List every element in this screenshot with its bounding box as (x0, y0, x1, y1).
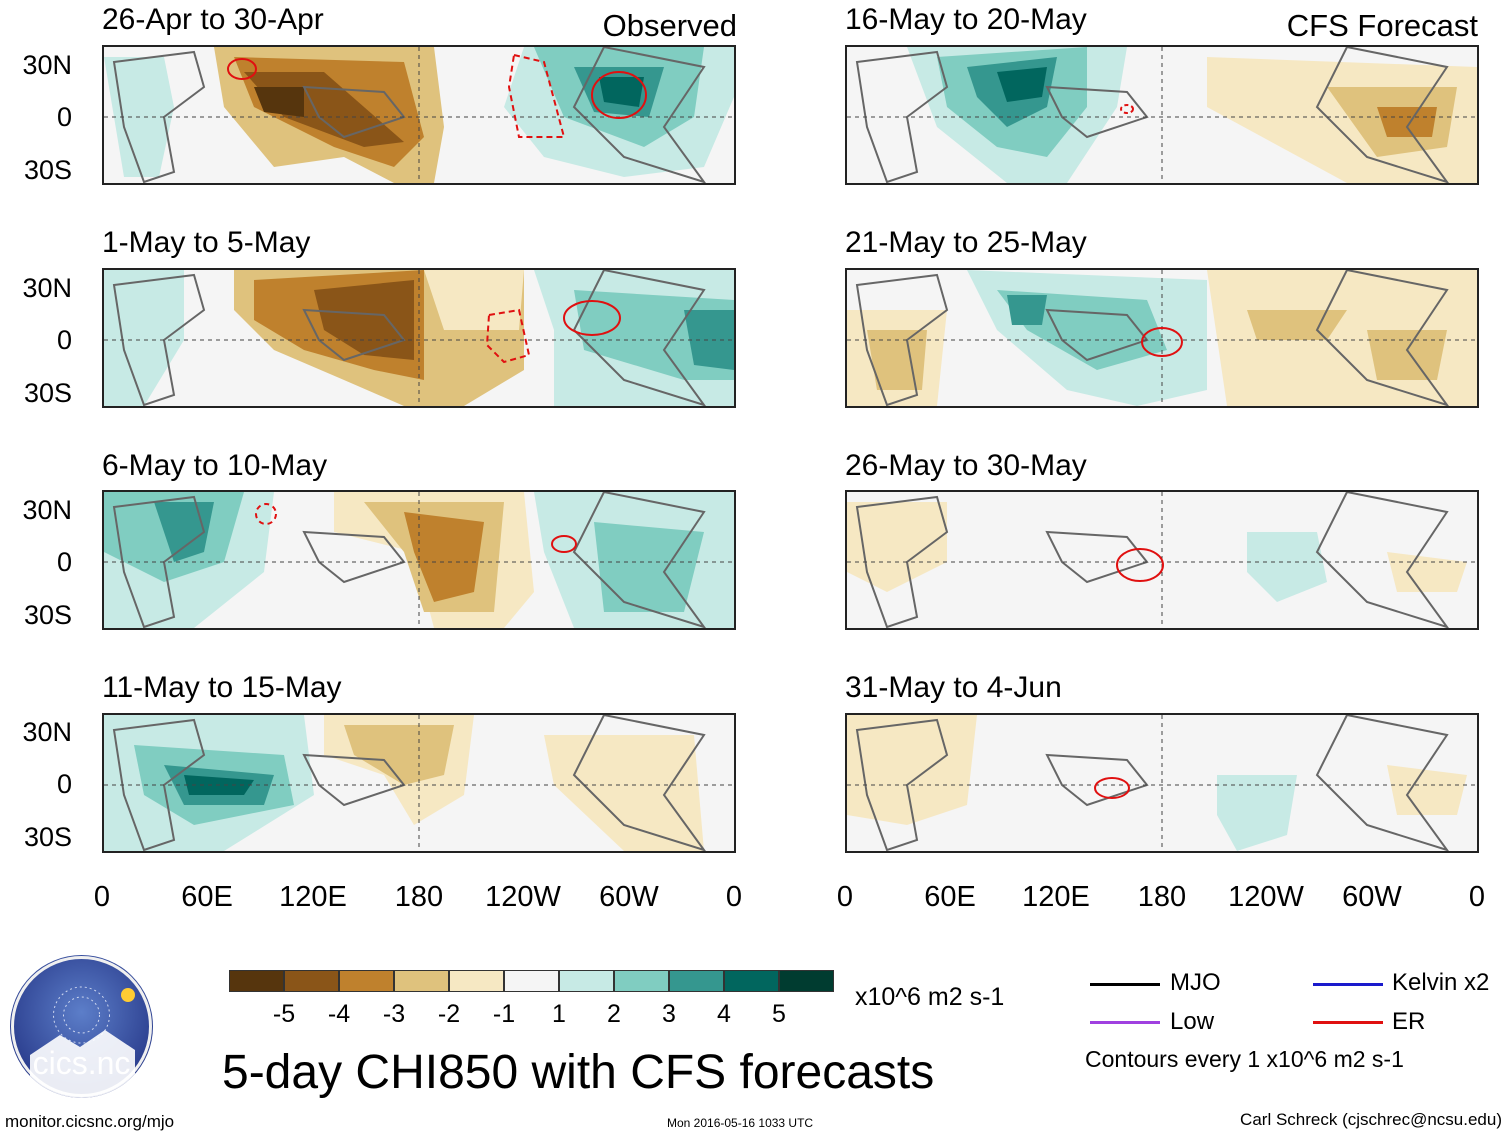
colorbar-label: -5 (272, 1000, 296, 1028)
lat-label: 30N (22, 495, 72, 525)
legend-label: ER (1392, 1008, 1426, 1035)
lon-label: 0 (836, 881, 854, 913)
lon-label: 0 (725, 881, 743, 913)
colorbar-bin (559, 970, 614, 992)
lon-label: 120E (279, 881, 347, 913)
lon-label: 180 (394, 881, 444, 913)
lon-label: 60E (181, 881, 233, 913)
map-panel-fcst-4 (845, 713, 1479, 853)
lat-label: 30S (23, 378, 72, 408)
lat-label: 30S (23, 600, 72, 630)
lat-label: 30N (22, 717, 72, 747)
panel-title: 26-May to 30-May (845, 449, 1087, 482)
lat-label: 30S (23, 822, 72, 852)
panel-title: 31-May to 4-Jun (845, 671, 1062, 704)
lat-label: 30N (22, 50, 72, 80)
lat-label: 0 (56, 325, 72, 355)
panel-title: 11-May to 15-May (102, 671, 342, 704)
colorbar-bin (779, 970, 834, 992)
colorbar-bin (614, 970, 669, 992)
colorbar-label: 5 (772, 1000, 786, 1028)
map-panel-obs-3 (102, 490, 736, 630)
colorbar-label: 3 (662, 1000, 676, 1028)
lon-label: 0 (93, 881, 111, 913)
lat-label: 30N (22, 273, 72, 303)
colorbar-label: -3 (382, 1000, 406, 1028)
lat-label: 30S (23, 155, 72, 185)
map-panel-obs-2 (102, 268, 736, 408)
contour-note: Contours every 1 x10^6 m2 s-1 (1085, 1046, 1404, 1072)
footer-url[interactable]: monitor.cicsnc.org/mjo (5, 1112, 175, 1131)
colorbar-label: -2 (437, 1000, 461, 1028)
footer-timestamp: Mon 2016-05-16 1033 UTC (667, 1116, 814, 1130)
lon-label: 120W (485, 881, 561, 913)
cics-logo: cics.nc (10, 955, 153, 1098)
colorbar-bin (229, 970, 284, 992)
panel-tag-observed: Observed (602, 8, 737, 43)
colorbar-units: x10^6 m2 s-1 (855, 983, 1005, 1011)
colorbar-bin (449, 970, 504, 992)
panel-title: 16-May to 20-May (845, 3, 1087, 36)
legend-label: MJO (1170, 969, 1221, 996)
map-panel-fcst-2 (845, 268, 1479, 408)
lon-label: 120E (1022, 881, 1090, 913)
colorbar-bin (669, 970, 724, 992)
map-panel-fcst-1 (845, 45, 1479, 185)
panel-title: 21-May to 25-May (845, 226, 1087, 259)
lon-label: 0 (1468, 881, 1486, 913)
logo-text: cics.nc (32, 1045, 131, 1081)
colorbar-bin (724, 970, 779, 992)
map-panel-fcst-3 (845, 490, 1479, 630)
legend-line-mjo (1090, 983, 1160, 986)
panel-title: 26-Apr to 30-Apr (102, 3, 324, 36)
panel-tag-forecast: CFS Forecast (1286, 8, 1478, 43)
lon-label: 60W (1342, 881, 1402, 913)
legend-line-er (1313, 1021, 1383, 1024)
map-panel-obs-1 (102, 45, 736, 185)
lon-label: 180 (1137, 881, 1187, 913)
legend-label: Low (1170, 1008, 1215, 1035)
legend-line-low (1090, 1021, 1160, 1024)
colorbar-bin (339, 970, 394, 992)
lat-label: 0 (56, 102, 72, 132)
colorbar-label: 1 (552, 1000, 566, 1028)
colorbar-bin (394, 970, 449, 992)
panel-title: 6-May to 10-May (102, 449, 328, 482)
colorbar-label: 2 (607, 1000, 621, 1028)
footer-author[interactable]: Carl Schreck (cjschrec@ncsu.edu) (1240, 1110, 1502, 1129)
panel-title: 1-May to 5-May (102, 226, 311, 259)
colorbar-label: -4 (327, 1000, 351, 1028)
lat-label: 0 (56, 769, 72, 799)
colorbar-bin (284, 970, 339, 992)
legend-label: Kelvin x2 (1392, 969, 1490, 996)
legend-line-kelvin (1313, 983, 1383, 986)
lon-label: 60W (599, 881, 659, 913)
colorbar-label: 4 (717, 1000, 731, 1028)
lon-label: 120W (1228, 881, 1304, 913)
lon-label: 60E (924, 881, 976, 913)
lat-label: 0 (56, 547, 72, 577)
map-panel-obs-4 (102, 713, 736, 853)
main-title: 5-day CHI850 with CFS forecasts (222, 1046, 935, 1099)
colorbar-label: -1 (492, 1000, 516, 1028)
colorbar-bin (504, 970, 559, 992)
